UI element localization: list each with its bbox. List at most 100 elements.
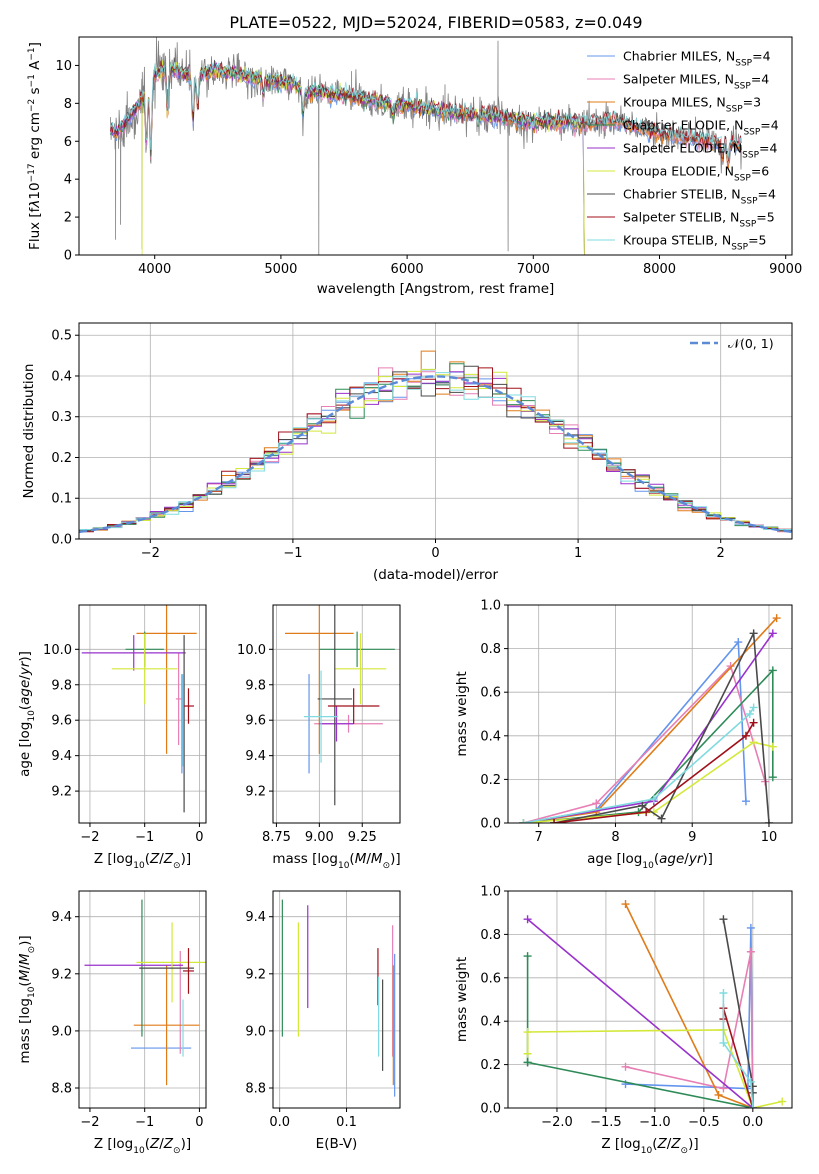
x-tick-label: 0 [195,830,203,845]
y-tick-label: 0.4 [51,369,72,384]
weight-marker-chabrier-stelib [719,915,728,924]
legend-sub: SSP [735,59,752,69]
y-tick-label: 0.4 [480,729,501,744]
x-tick-label: 5000 [264,262,297,277]
y-tick-label: 9.8 [245,678,266,693]
legend-sub: SSP [726,105,743,115]
y-tick-label: 0.2 [51,451,72,466]
weight-marker-chabrier-stelib [638,801,647,810]
y-tick-label: 0.0 [480,817,501,832]
y-tick-label: 9.6 [51,714,72,729]
legend-label-chabrier-stelib: Chabrier STELIB, NSSP=4 [623,187,776,207]
y-axis-label: mass weight [454,957,470,1042]
legend-suffix: =4 [758,187,776,202]
mass-weight-vs-metallicity-panel: −2.0 −1.5 −1.0 −0.5 0.0 0.0 0.2 0.4 0.6 0.8 1.0 Z [… [454,885,793,1156]
y-tick-label: 9.6 [245,714,266,729]
weight-marker-salpeter-miles [719,1084,728,1093]
legend-label-salpeter-miles: Salpeter MILES, NSSP=4 [623,72,769,92]
x-tick-label: 9.25 [348,830,377,845]
y-tick-label: 9.0 [245,1024,266,1039]
weight-marker-salpeter-elodie [523,915,532,924]
legend-sub: SSP [739,220,756,230]
weight-marker-chabrier-miles [741,797,750,806]
weight-marker-chabrier-stelib [748,1088,757,1097]
histogram-legend: 𝒩(0, 1) [690,336,774,351]
axes-frame [507,604,793,824]
y-tick-label: 6 [64,135,72,150]
y-axis-label: mass [log10(M/M⊙)] [17,935,37,1063]
x-tick-label: −2 [141,546,160,561]
normal-curve [79,375,792,534]
legend-sub: SSP [734,82,751,92]
x-axis-label: Z [log10(Z/Z⊙)] [601,1136,698,1156]
weight-line-kroupa-stelib [523,707,755,823]
legend-suffix: =4 [752,49,770,64]
legend-label-chabrier-miles: Chabrier MILES, NSSP=4 [623,49,771,69]
spectrum-legend: Chabrier MILES, NSSP=4 Salpeter MILES, NS… [587,49,779,253]
weight-marker-kroupa-stelib [519,819,528,823]
y-axis-label: Flux [fλ10−17 erg cm−2 s−1 A−1] [27,42,43,250]
weight-marker-salpeter-stelib [741,731,750,740]
y-tick-label: 0.1 [51,492,72,507]
y-axis-label: Normed distribution [21,364,37,499]
y-tick-label: 0.6 [480,686,501,701]
legend-suffix: =3 [743,95,761,110]
residual-histogram-panel: −2 −1 0 1 2 0.0 0.1 0.2 0.3 0.4 0.5 (data-model)/er… [21,322,793,583]
weight-marker-salpeter-stelib [550,819,559,823]
y-tick-label: 9.2 [51,785,72,800]
weight-marker-salpeter-stelib [749,718,758,727]
y-tick-label: 0.5 [51,329,72,344]
weight-marker-kroupa-stelib [719,1038,728,1047]
y-tick-label: 1.0 [480,885,501,900]
figure-title: PLATE=0522, MJD=52024, FIBERID=0583, z=0… [229,13,642,32]
x-tick-label: 9 [688,830,696,845]
y-tick-label: 8.8 [51,1082,72,1097]
x-tick-label: 9.00 [305,830,334,845]
weight-marker-kroupa-stelib [719,988,728,997]
x-tick-label: 10 [761,830,778,845]
weight-marker-kroupa-miles [714,1090,723,1099]
y-tick-label: 0.6 [480,971,501,986]
hist-step-salpeter-stelib [79,367,792,533]
x-axis-label: mass [log10(M/M⊙)] [272,851,400,871]
x-tick-label: 4000 [138,262,171,277]
legend-suffix: =4 [751,72,769,87]
x-axis-label: E(B-V) [316,1136,358,1152]
legend-label-salpeter-stelib: Salpeter STELIB, NSSP=5 [623,210,775,230]
age-vs-mass-panel: 8.75 9.00 9.25 9.2 9.4 9.6 9.8 10.0 mass [log10(… [237,604,401,871]
weight-marker-kroupa-elodie [778,1097,787,1106]
x-tick-label: 8.75 [262,830,291,845]
legend-label-normal: 𝒩(0, 1) [728,336,774,351]
y-tick-label: 9.4 [51,749,72,764]
model-line-kroupa-stelib [110,61,742,162]
x-tick-label: −2 [80,830,99,845]
x-tick-label: −1.5 [590,1115,622,1130]
weight-line-kroupa-stelib [722,993,754,1108]
x-tick-label: 8000 [643,262,676,277]
weight-marker-kroupa-miles [772,614,781,623]
x-tick-label: 8 [611,830,619,845]
x-tick-label: −0.5 [688,1115,720,1130]
x-tick-label: 6000 [391,262,424,277]
y-tick-label: 0.3 [51,410,72,425]
axes-frame [78,36,793,256]
x-axis-label: Z [log10(Z/Z⊙)] [94,1136,191,1156]
weight-marker-salpeter-miles [746,947,755,956]
plot-area [84,899,206,1086]
x-axis-label: wavelength [Angstrom, rest frame] [317,281,555,297]
y-tick-label: 8.8 [245,1082,266,1097]
legend-suffix: =5 [756,210,774,225]
legend-suffix: =4 [760,118,778,133]
y-tick-label: 0.8 [480,642,501,657]
weight-marker-salpeter-miles [592,799,601,808]
x-tick-label: 0.0 [742,1115,763,1130]
plot-area [523,900,787,1108]
x-tick-label: 9000 [769,262,802,277]
legend-label-kroupa-elodie: Kroupa ELODIE, NSSP=6 [623,164,769,184]
legend-sub: SSP [731,243,748,253]
weight-marker-chabrier-miles [734,638,743,647]
x-tick-label: 7 [535,830,543,845]
x-tick-label: 7000 [517,262,550,277]
mass-vs-ebv-panel: 0.0 0.1 8.8 9.0 9.2 9.4 E(B-V) [245,890,401,1152]
weight-marker-kroupa-stelib [748,1104,757,1108]
